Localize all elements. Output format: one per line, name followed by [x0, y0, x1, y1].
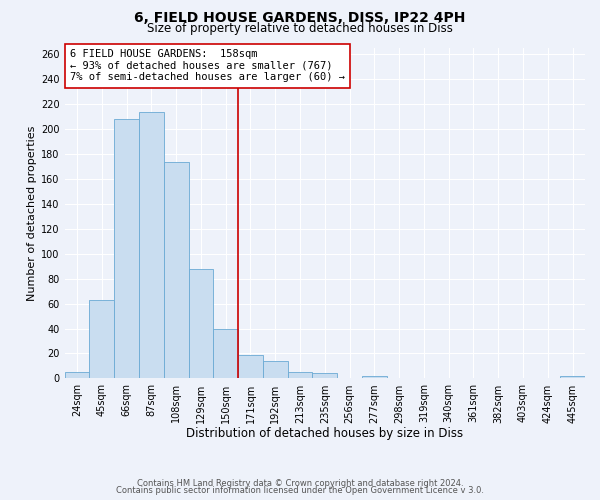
Bar: [560, 376, 585, 378]
Y-axis label: Number of detached properties: Number of detached properties: [27, 126, 37, 300]
Bar: [65, 372, 89, 378]
Bar: [238, 354, 263, 378]
X-axis label: Distribution of detached houses by size in Diss: Distribution of detached houses by size …: [186, 427, 463, 440]
Bar: [313, 374, 337, 378]
Bar: [114, 118, 139, 378]
Text: 6, FIELD HOUSE GARDENS, DISS, IP22 4PH: 6, FIELD HOUSE GARDENS, DISS, IP22 4PH: [134, 11, 466, 25]
Bar: [362, 376, 387, 378]
Text: Size of property relative to detached houses in Diss: Size of property relative to detached ho…: [147, 22, 453, 35]
Bar: [214, 328, 238, 378]
Text: Contains HM Land Registry data © Crown copyright and database right 2024.: Contains HM Land Registry data © Crown c…: [137, 478, 463, 488]
Bar: [89, 300, 114, 378]
Bar: [263, 361, 287, 378]
Bar: [188, 268, 214, 378]
Text: Contains public sector information licensed under the Open Government Licence v : Contains public sector information licen…: [116, 486, 484, 495]
Text: 6 FIELD HOUSE GARDENS:  158sqm
← 93% of detached houses are smaller (767)
7% of : 6 FIELD HOUSE GARDENS: 158sqm ← 93% of d…: [70, 49, 345, 82]
Bar: [287, 372, 313, 378]
Bar: [164, 162, 188, 378]
Bar: [139, 112, 164, 378]
